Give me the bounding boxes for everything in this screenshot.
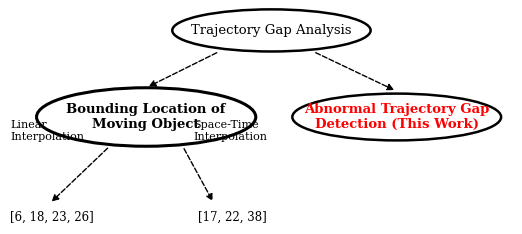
Ellipse shape: [292, 94, 501, 140]
Text: Trajectory Gap Analysis: Trajectory Gap Analysis: [191, 24, 352, 37]
Text: [17, 22, 38]: [17, 22, 38]: [198, 211, 267, 224]
Text: Linear
Interpolation: Linear Interpolation: [10, 120, 85, 142]
Text: Space-Time
Interpolation: Space-Time Interpolation: [193, 120, 267, 142]
Text: Abnormal Trajectory Gap
Detection (This Work): Abnormal Trajectory Gap Detection (This …: [304, 103, 490, 131]
Ellipse shape: [37, 88, 256, 146]
Text: [6, 18, 23, 26]: [6, 18, 23, 26]: [10, 211, 94, 224]
Text: Bounding Location of
Moving Object: Bounding Location of Moving Object: [66, 103, 226, 131]
Ellipse shape: [172, 9, 371, 51]
